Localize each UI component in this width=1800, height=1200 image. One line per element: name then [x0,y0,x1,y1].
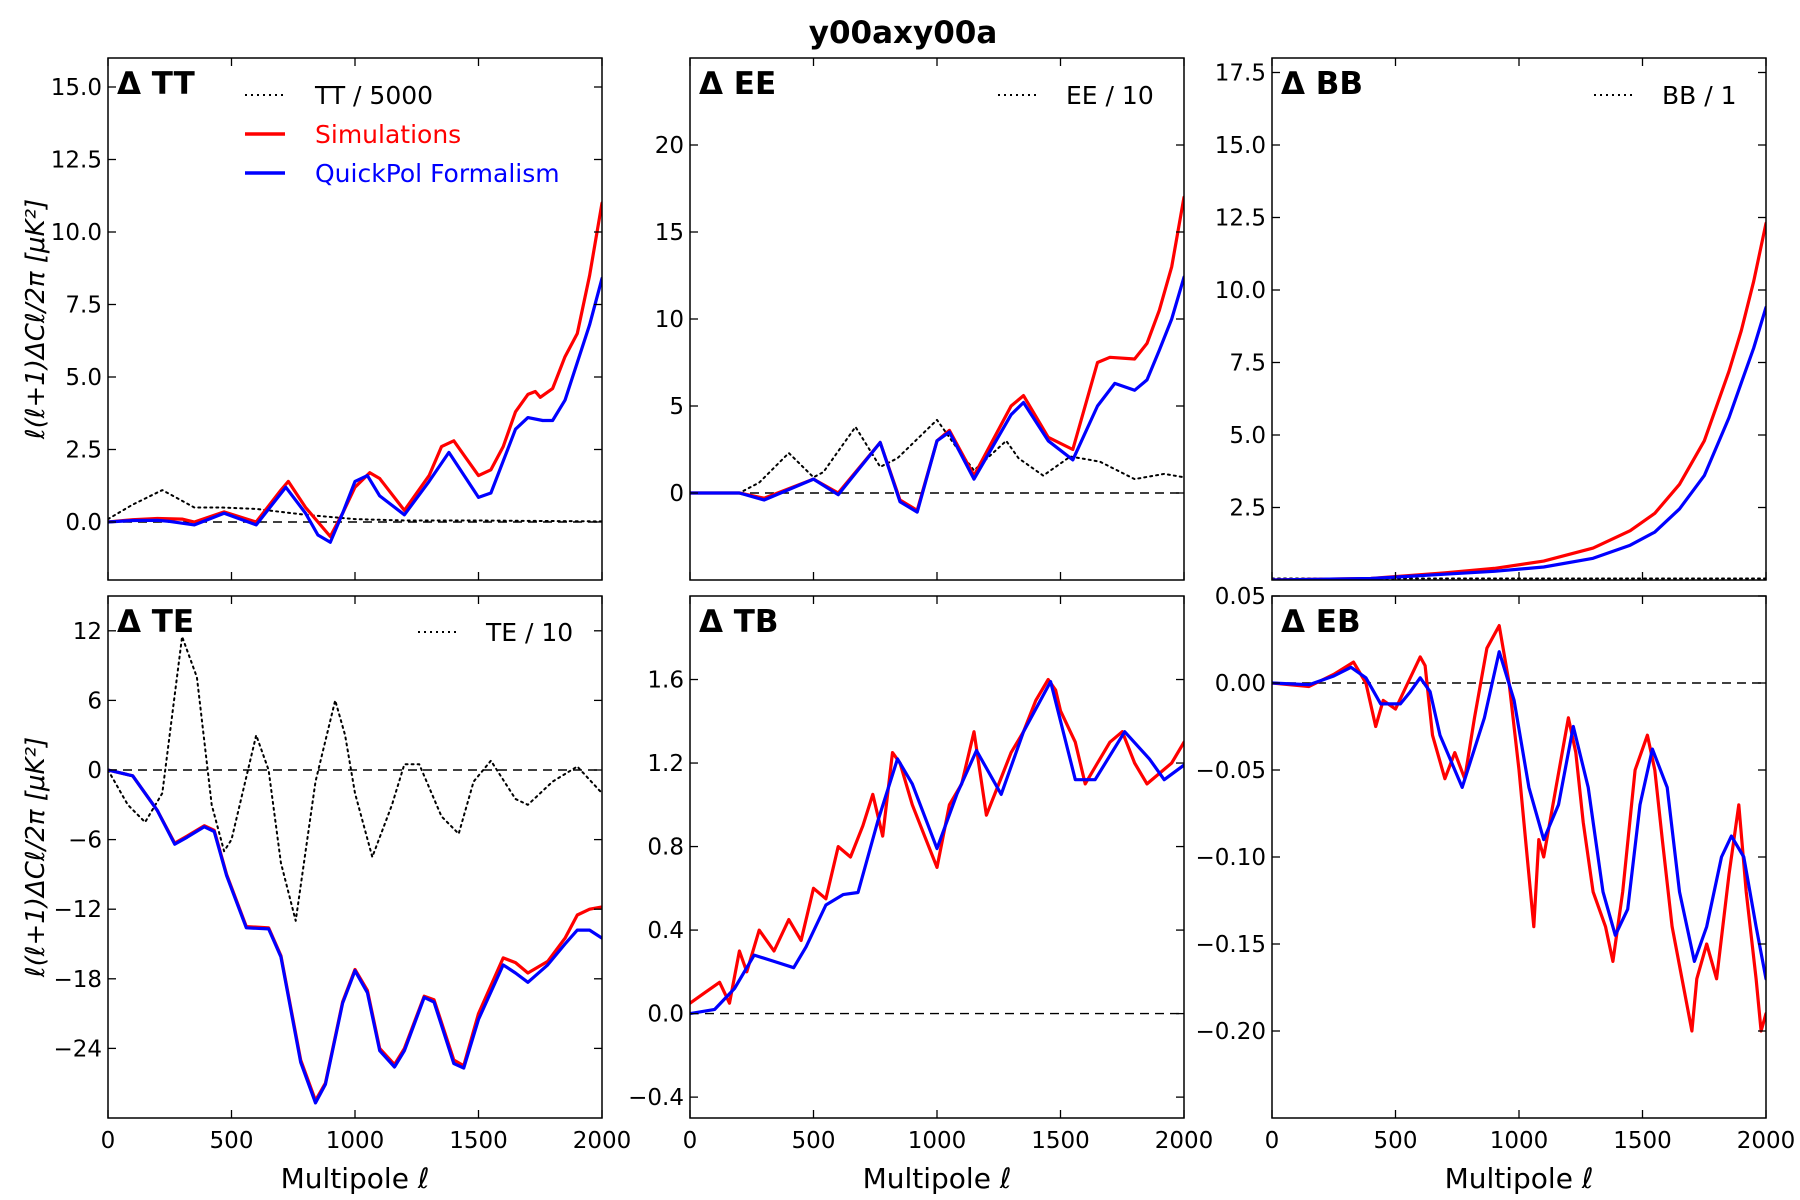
x-tick-label: 2000 [1737,1128,1796,1154]
panel-title: Δ TB [699,604,779,640]
y-tick-label: 0.00 [1215,671,1266,697]
y-tick-label: −0.20 [1196,1019,1266,1045]
series-line-quickpol-formalism [690,680,1184,1016]
y-tick-label: −0.05 [1196,758,1266,784]
subplot-grid: 0.0 2.5 5.0 7.5 10.0 12.5 15.0 Δ TT ℓ(ℓ+1)ΔCℓ/2π… [21,57,1796,1195]
x-tick-label: 1000 [1490,1128,1549,1154]
y-tick-label: 0.0 [65,510,102,536]
x-tick-label: 500 [1374,1128,1418,1154]
series-line-quickpol-formalism [108,276,602,544]
x-axis-label: Multipole ℓ [1445,1162,1594,1195]
legend: EE / 10 [998,81,1154,110]
y-tick-label: 7.5 [1229,351,1266,377]
series-group [1272,624,1766,1033]
legend-label-simulations: Simulations [315,120,461,149]
panel-title: Δ EE [699,66,776,102]
legend: BB / 1 [1594,81,1737,110]
y-tick-label: 20 [655,133,684,159]
x-axis-label: Multipole ℓ [281,1162,430,1195]
y-tick-label: 7.5 [65,293,102,319]
y-tick-label: 5.0 [1229,423,1266,449]
series-line-quickpol-formalism [690,275,1184,514]
legend-label-quickpol-formalism: QuickPol Formalism [315,159,560,188]
series-line-simulations [1272,221,1766,580]
y-axis-label: ℓ(ℓ+1)ΔCℓ/2π [μK²] [21,199,51,440]
y-tick-label: 10.0 [51,220,102,246]
y-tick-label: 2.5 [1229,496,1266,522]
y-tick-label: 2.5 [65,438,102,464]
y-tick-label: 10 [655,307,684,333]
y-tick-label: 12.5 [1215,206,1266,232]
panel-title: Δ EB [1281,604,1361,640]
x-axis-label: Multipole ℓ [863,1162,1012,1195]
y-tick-label: 5.0 [65,365,102,391]
legend: TE / 10 [418,618,573,647]
panel-tt: 0.0 2.5 5.0 7.5 10.0 12.5 15.0 Δ TT ℓ(ℓ+1)ΔCℓ/2π… [21,57,603,581]
series-line-quickpol-formalism [108,768,602,1105]
y-tick-label: 12.5 [51,148,102,174]
y-tick-label: 1.2 [647,751,684,777]
series-line-tt-5000 [108,489,602,523]
y-tick-label: 0.8 [647,835,684,861]
y-tick-label: 6 [87,688,102,714]
series-group [690,677,1184,1016]
y-tick-label: 1.6 [647,668,684,694]
y-tick-label: 0 [669,481,684,507]
panel-title: Δ TT [117,66,195,102]
figure-title: y00axy00a [809,15,998,51]
x-tick-label: 1000 [326,1128,385,1154]
x-tick-label: 2000 [573,1128,632,1154]
y-tick-label: 0.0 [647,1002,684,1028]
y-tick-label: 17.5 [1215,61,1266,87]
y-tick-label: −6 [68,828,102,854]
y-tick-label: −24 [53,1036,102,1062]
y-tick-label: −18 [53,967,102,993]
x-tick-label: 500 [792,1128,836,1154]
y-tick-label: 15 [655,220,684,246]
y-tick-label: −12 [53,897,102,923]
panel-title: Δ BB [1281,66,1363,102]
panel-tb: 0 500 1000 1500 2000 −0.4 0.0 0.4 0.8 1.2 1.6 Δ TB M… [628,595,1214,1195]
series-line-ee-10 [690,418,1184,494]
y-tick-label: 12 [73,619,102,645]
x-tick-label: 0 [1265,1128,1280,1154]
y-tick-label: 15.0 [51,75,102,101]
series-line-simulations [690,677,1184,1005]
panel-eb: 0 500 1000 1500 2000 −0.20 −0.15 −0.10 −0.05 0.00… [1196,584,1796,1195]
x-tick-label: 2000 [1155,1128,1214,1154]
legend-label-te-10: TE / 10 [485,618,573,647]
y-axis-label: ℓ(ℓ+1)ΔCℓ/2π [μK²] [21,737,51,978]
series-line-quickpol-formalism [1272,650,1766,981]
panel-bb: 2.5 5.0 7.5 10.0 12.5 15.0 17.5 Δ BB BB / 1 [1215,57,1767,581]
legend-label-tt-5000: TT / 5000 [314,81,433,110]
y-tick-label: −0.15 [1196,932,1266,958]
x-tick-label: 1500 [1613,1128,1672,1154]
series-group [108,635,602,1105]
x-tick-label: 0 [101,1128,116,1154]
y-tick-label: 0.05 [1215,584,1266,610]
series-group [108,201,602,544]
y-tick-label: 10.0 [1215,278,1266,304]
y-tick-label: −0.4 [628,1085,684,1111]
y-tick-label: −0.10 [1196,845,1266,871]
y-tick-label: 15.0 [1215,133,1266,159]
panel-te: 0 500 1000 1500 2000 −24 −18 −12 −6 0 6 12 Δ TE Multi… [21,595,632,1195]
y-tick-label: 0 [87,758,102,784]
series-group [690,195,1184,514]
legend-label-bb-1: BB / 1 [1662,81,1737,110]
x-tick-label: 1500 [1031,1128,1090,1154]
legend-label-ee-10: EE / 10 [1066,81,1154,110]
legend: TT / 5000 Simulations QuickPol Formalism [245,81,560,188]
x-tick-label: 1000 [908,1128,967,1154]
x-tick-label: 1500 [449,1128,508,1154]
series-line-quickpol-formalism [1272,305,1766,580]
x-tick-label: 500 [210,1128,254,1154]
panel-title: Δ TE [117,604,194,640]
y-tick-label: 0.4 [647,918,684,944]
x-tick-label: 0 [683,1128,698,1154]
y-tick-label: 5 [669,394,684,420]
panel-ee: 0 5 10 15 20 Δ EE EE / 10 [655,57,1185,581]
